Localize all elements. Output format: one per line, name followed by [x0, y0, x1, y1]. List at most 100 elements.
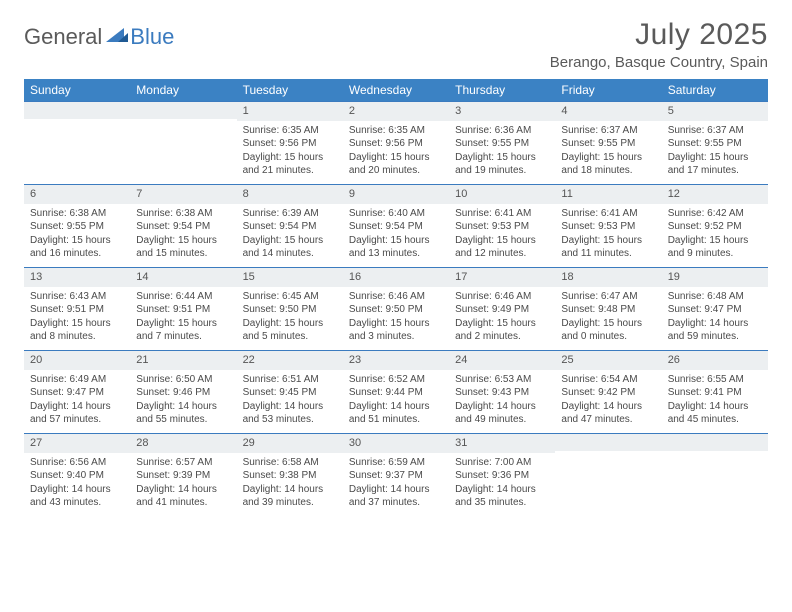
sunset-line: Sunset: 9:54 PM: [136, 220, 230, 234]
day-body: Sunrise: 6:44 AMSunset: 9:51 PMDaylight:…: [130, 287, 236, 348]
sunset-line: Sunset: 9:53 PM: [561, 220, 655, 234]
day-body: Sunrise: 6:56 AMSunset: 9:40 PMDaylight:…: [24, 453, 130, 514]
day-header: Friday: [555, 79, 661, 101]
day-cell: 23Sunrise: 6:52 AMSunset: 9:44 PMDayligh…: [343, 351, 449, 433]
day-number: 13: [24, 268, 130, 287]
sunset-line: Sunset: 9:49 PM: [455, 303, 549, 317]
day-body: Sunrise: 6:37 AMSunset: 9:55 PMDaylight:…: [662, 121, 768, 182]
sunrise-line: Sunrise: 6:43 AM: [30, 290, 124, 304]
sunrise-line: Sunrise: 6:54 AM: [561, 373, 655, 387]
sunset-line: Sunset: 9:38 PM: [243, 469, 337, 483]
day-number: 10: [449, 185, 555, 204]
day-cell: 22Sunrise: 6:51 AMSunset: 9:45 PMDayligh…: [237, 351, 343, 433]
day-number: 27: [24, 434, 130, 453]
sunset-line: Sunset: 9:55 PM: [561, 137, 655, 151]
day-cell: 8Sunrise: 6:39 AMSunset: 9:54 PMDaylight…: [237, 185, 343, 267]
day-body: Sunrise: 6:40 AMSunset: 9:54 PMDaylight:…: [343, 204, 449, 265]
day-number: 19: [662, 268, 768, 287]
daylight-line: Daylight: 15 hours and 8 minutes.: [30, 317, 124, 344]
day-number: [24, 102, 130, 119]
day-body: Sunrise: 6:51 AMSunset: 9:45 PMDaylight:…: [237, 370, 343, 431]
day-number: 23: [343, 351, 449, 370]
sunset-line: Sunset: 9:48 PM: [561, 303, 655, 317]
daylight-line: Daylight: 14 hours and 47 minutes.: [561, 400, 655, 427]
day-cell: 27Sunrise: 6:56 AMSunset: 9:40 PMDayligh…: [24, 434, 130, 516]
sunset-line: Sunset: 9:43 PM: [455, 386, 549, 400]
sunrise-line: Sunrise: 6:57 AM: [136, 456, 230, 470]
day-body: Sunrise: 6:38 AMSunset: 9:54 PMDaylight:…: [130, 204, 236, 265]
sunrise-line: Sunrise: 6:39 AM: [243, 207, 337, 221]
day-cell: [555, 434, 661, 516]
day-cell: [130, 102, 236, 184]
sunrise-line: Sunrise: 6:35 AM: [349, 124, 443, 138]
sunset-line: Sunset: 9:54 PM: [243, 220, 337, 234]
day-cell: [24, 102, 130, 184]
day-cell: 20Sunrise: 6:49 AMSunset: 9:47 PMDayligh…: [24, 351, 130, 433]
day-cell: 29Sunrise: 6:58 AMSunset: 9:38 PMDayligh…: [237, 434, 343, 516]
day-cell: 5Sunrise: 6:37 AMSunset: 9:55 PMDaylight…: [662, 102, 768, 184]
daylight-line: Daylight: 15 hours and 13 minutes.: [349, 234, 443, 261]
sunrise-line: Sunrise: 6:37 AM: [668, 124, 762, 138]
day-header: Saturday: [662, 79, 768, 101]
day-number: 18: [555, 268, 661, 287]
daylight-line: Daylight: 15 hours and 19 minutes.: [455, 151, 549, 178]
sunset-line: Sunset: 9:41 PM: [668, 386, 762, 400]
daylight-line: Daylight: 14 hours and 39 minutes.: [243, 483, 337, 510]
sunset-line: Sunset: 9:52 PM: [668, 220, 762, 234]
day-number: 2: [343, 102, 449, 121]
sunrise-line: Sunrise: 6:46 AM: [349, 290, 443, 304]
page-title: July 2025: [550, 18, 768, 52]
day-cell: 4Sunrise: 6:37 AMSunset: 9:55 PMDaylight…: [555, 102, 661, 184]
sunrise-line: Sunrise: 6:44 AM: [136, 290, 230, 304]
day-cell: 24Sunrise: 6:53 AMSunset: 9:43 PMDayligh…: [449, 351, 555, 433]
sunset-line: Sunset: 9:54 PM: [349, 220, 443, 234]
day-number: 8: [237, 185, 343, 204]
day-body: Sunrise: 6:59 AMSunset: 9:37 PMDaylight:…: [343, 453, 449, 514]
sunset-line: Sunset: 9:37 PM: [349, 469, 443, 483]
day-body: [24, 119, 130, 179]
daylight-line: Daylight: 14 hours and 55 minutes.: [136, 400, 230, 427]
week-row: 20Sunrise: 6:49 AMSunset: 9:47 PMDayligh…: [24, 350, 768, 433]
week-row: 13Sunrise: 6:43 AMSunset: 9:51 PMDayligh…: [24, 267, 768, 350]
day-header: Monday: [130, 79, 236, 101]
daylight-line: Daylight: 14 hours and 51 minutes.: [349, 400, 443, 427]
day-body: Sunrise: 6:46 AMSunset: 9:50 PMDaylight:…: [343, 287, 449, 348]
day-number: 5: [662, 102, 768, 121]
daylight-line: Daylight: 14 hours and 57 minutes.: [30, 400, 124, 427]
day-body: Sunrise: 6:38 AMSunset: 9:55 PMDaylight:…: [24, 204, 130, 265]
daylight-line: Daylight: 15 hours and 17 minutes.: [668, 151, 762, 178]
daylight-line: Daylight: 14 hours and 41 minutes.: [136, 483, 230, 510]
day-number: [130, 102, 236, 119]
daylight-line: Daylight: 15 hours and 20 minutes.: [349, 151, 443, 178]
sunrise-line: Sunrise: 6:53 AM: [455, 373, 549, 387]
sunrise-line: Sunrise: 7:00 AM: [455, 456, 549, 470]
day-body: Sunrise: 6:45 AMSunset: 9:50 PMDaylight:…: [237, 287, 343, 348]
day-body: Sunrise: 6:55 AMSunset: 9:41 PMDaylight:…: [662, 370, 768, 431]
daylight-line: Daylight: 14 hours and 53 minutes.: [243, 400, 337, 427]
day-number: 24: [449, 351, 555, 370]
day-body: Sunrise: 6:50 AMSunset: 9:46 PMDaylight:…: [130, 370, 236, 431]
day-cell: 11Sunrise: 6:41 AMSunset: 9:53 PMDayligh…: [555, 185, 661, 267]
day-number: [662, 434, 768, 451]
sunrise-line: Sunrise: 6:55 AM: [668, 373, 762, 387]
day-number: 12: [662, 185, 768, 204]
day-cell: 18Sunrise: 6:47 AMSunset: 9:48 PMDayligh…: [555, 268, 661, 350]
day-body: [555, 451, 661, 511]
day-body: Sunrise: 6:35 AMSunset: 9:56 PMDaylight:…: [343, 121, 449, 182]
day-body: Sunrise: 6:41 AMSunset: 9:53 PMDaylight:…: [555, 204, 661, 265]
day-number: 7: [130, 185, 236, 204]
sunrise-line: Sunrise: 6:45 AM: [243, 290, 337, 304]
sunrise-line: Sunrise: 6:42 AM: [668, 207, 762, 221]
day-number: 9: [343, 185, 449, 204]
calendar: SundayMondayTuesdayWednesdayThursdayFrid…: [24, 79, 768, 516]
day-body: Sunrise: 6:35 AMSunset: 9:56 PMDaylight:…: [237, 121, 343, 182]
day-body: [130, 119, 236, 179]
day-number: 11: [555, 185, 661, 204]
day-number: [555, 434, 661, 451]
daylight-line: Daylight: 15 hours and 9 minutes.: [668, 234, 762, 261]
sunrise-line: Sunrise: 6:48 AM: [668, 290, 762, 304]
day-number: 29: [237, 434, 343, 453]
sunset-line: Sunset: 9:56 PM: [349, 137, 443, 151]
day-header: Tuesday: [237, 79, 343, 101]
sunset-line: Sunset: 9:55 PM: [30, 220, 124, 234]
